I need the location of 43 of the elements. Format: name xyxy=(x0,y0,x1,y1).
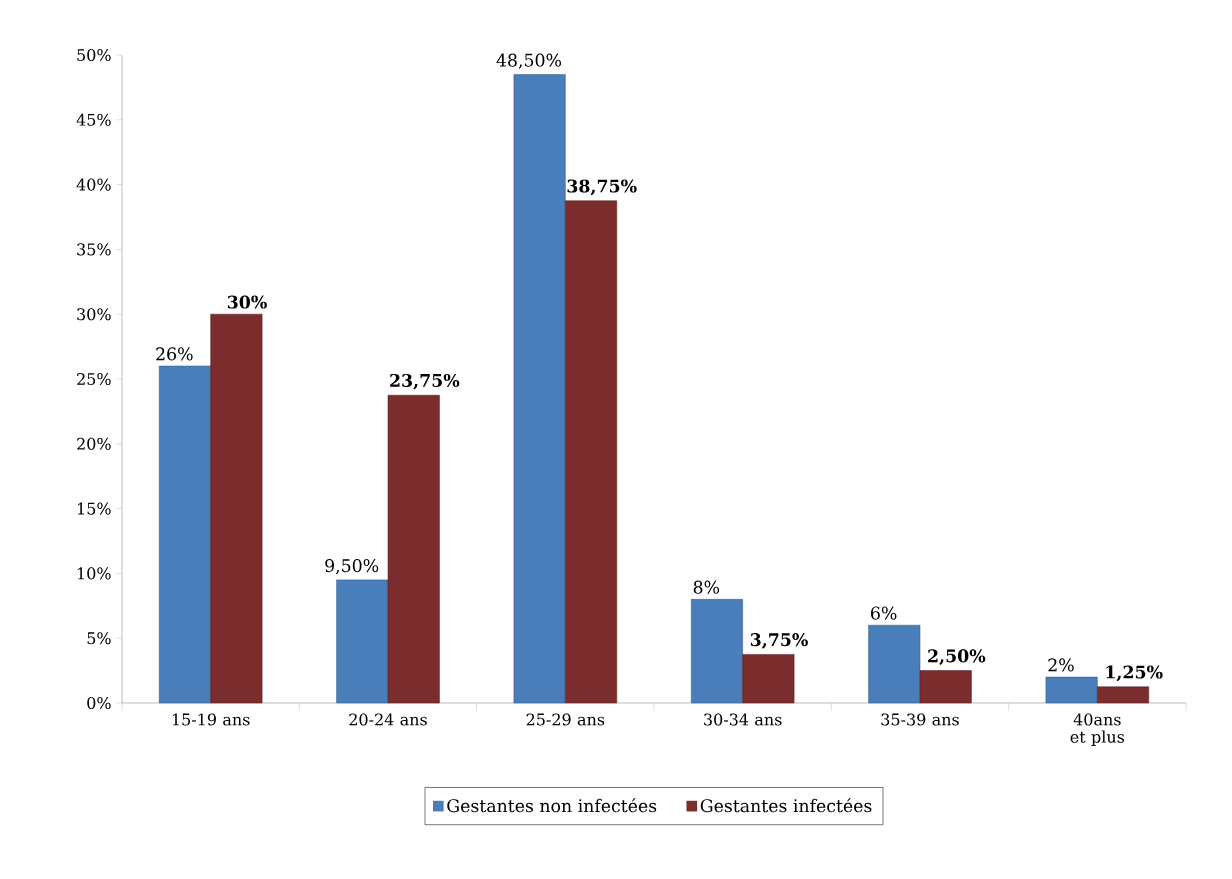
y-tick-label: 50% xyxy=(77,48,111,62)
x-tick-label: 40ans et plus xyxy=(1070,713,1125,746)
data-label: 2,50% xyxy=(928,649,986,666)
data-label: 1,25% xyxy=(1106,665,1163,682)
y-tick-label: 25% xyxy=(77,372,111,386)
data-label: 48,50% xyxy=(496,53,562,69)
x-tick-label: 35-39 ans xyxy=(881,713,959,726)
bar xyxy=(387,394,440,704)
y-tick-label: 40% xyxy=(76,178,111,191)
x-tick-label: 30-34 ans xyxy=(704,713,782,726)
y-tick-label: 15% xyxy=(77,502,111,515)
data-label: 2% xyxy=(1048,658,1074,672)
bar xyxy=(210,313,263,704)
bar xyxy=(690,599,743,704)
data-label: 38,75% xyxy=(567,179,637,196)
y-tick-label: 0% xyxy=(87,696,111,710)
bar xyxy=(742,654,795,704)
bar xyxy=(1045,676,1098,704)
x-tick-label: 15-19 ans xyxy=(172,713,250,726)
bar xyxy=(868,624,921,704)
data-label: 6% xyxy=(871,606,897,620)
bar xyxy=(513,74,566,704)
legend-label: Gestantes non infectées xyxy=(447,798,657,813)
x-tick-label: 25-29 ans xyxy=(526,713,605,726)
y-tick-label: 10% xyxy=(77,567,111,580)
bar xyxy=(1097,686,1150,704)
y-tick-label: 5% xyxy=(87,632,111,645)
bar xyxy=(158,365,211,704)
y-tick-label: 30% xyxy=(77,308,111,321)
x-tick-label: 20-24 ans xyxy=(349,713,427,726)
bar xyxy=(336,579,389,704)
bar xyxy=(565,200,618,704)
y-tick-label: 45% xyxy=(76,113,111,126)
bar xyxy=(919,670,972,704)
data-label: 23,75% xyxy=(390,373,460,390)
data-label: 9,50% xyxy=(325,559,379,575)
data-label: 30% xyxy=(227,295,267,309)
data-label: 8% xyxy=(693,580,720,594)
data-label: 26% xyxy=(156,347,193,361)
legend-label: Gestantes infectées xyxy=(700,798,872,813)
y-tick-label: 35% xyxy=(77,243,111,256)
y-tick-label: 20% xyxy=(77,437,111,450)
data-label: 3,75% xyxy=(750,633,808,649)
